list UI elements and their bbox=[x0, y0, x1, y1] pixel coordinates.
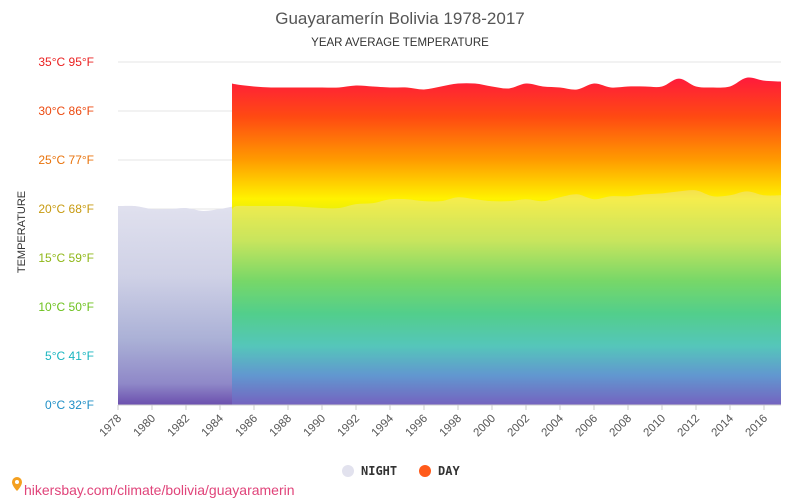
y-tick-label: 20°C 68°F bbox=[38, 202, 94, 216]
legend-night-label: NIGHT bbox=[361, 464, 397, 478]
x-axis: 1978 1980 1982 1984 1986 1988 1990 1992 1994 1996… bbox=[98, 404, 781, 440]
chart-title: Guayaramerín Bolivia 1978-2017 bbox=[275, 9, 524, 28]
y-tick-label: 10°C 50°F bbox=[38, 300, 94, 314]
y-axis-label: TEMPERATURE bbox=[16, 191, 28, 273]
y-tick-label: 15°C 59°F bbox=[38, 251, 94, 265]
legend-item-day[interactable]: DAY bbox=[419, 464, 460, 478]
footer-url[interactable]: hikersbay.com/climate/bolivia/guayaramer… bbox=[24, 482, 295, 498]
x-tick-label: 1982 bbox=[166, 413, 193, 440]
x-tick-label: 2014 bbox=[710, 412, 737, 439]
x-tick-label: 2000 bbox=[472, 413, 499, 440]
legend[interactable]: NIGHT DAY bbox=[342, 464, 460, 478]
legend-item-night[interactable]: NIGHT bbox=[342, 464, 397, 478]
x-tick-label: 1984 bbox=[200, 412, 227, 439]
x-tick-label: 2004 bbox=[540, 412, 567, 439]
y-axis: 0°C 32°F 5°C 41°F 10°C 50°F 15°C 59°F 20°C 6… bbox=[38, 55, 94, 412]
x-tick-label: 1980 bbox=[132, 413, 159, 440]
x-tick-label: 1996 bbox=[404, 413, 431, 440]
y-tick-label: 5°C 41°F bbox=[45, 349, 94, 363]
legend-day-marker bbox=[419, 465, 431, 477]
x-tick-label: 2006 bbox=[574, 413, 601, 440]
x-tick-label: 1978 bbox=[98, 413, 125, 440]
footer-link[interactable]: hikersbay.com/climate/bolivia/guayaramer… bbox=[12, 477, 295, 498]
chart-subtitle: YEAR AVERAGE TEMPERATURE bbox=[311, 37, 489, 49]
map-pin-icon bbox=[12, 477, 22, 491]
x-tick-label: 2002 bbox=[506, 413, 533, 440]
legend-day-label: DAY bbox=[438, 464, 460, 478]
y-tick-label: 25°C 77°F bbox=[38, 153, 94, 167]
y-tick-label: 0°C 32°F bbox=[45, 398, 94, 412]
x-tick-label: 1990 bbox=[302, 413, 329, 440]
plot-areas bbox=[118, 77, 781, 405]
series-day-area bbox=[232, 77, 781, 405]
x-tick-label: 1994 bbox=[370, 412, 397, 439]
x-tick-label: 1998 bbox=[438, 413, 465, 440]
y-tick-label: 30°C 86°F bbox=[38, 104, 94, 118]
x-tick-label: 2010 bbox=[642, 413, 669, 440]
x-tick-label: 1992 bbox=[336, 413, 363, 440]
x-tick-label: 1988 bbox=[268, 413, 295, 440]
legend-night-marker bbox=[342, 465, 354, 477]
x-tick-label: 2012 bbox=[676, 413, 703, 440]
x-tick-label: 2008 bbox=[608, 413, 635, 440]
y-tick-label: 35°C 95°F bbox=[38, 55, 94, 69]
x-tick-label: 2016 bbox=[744, 413, 771, 440]
series-night-overlay bbox=[232, 190, 781, 405]
x-tick-label: 1986 bbox=[234, 413, 261, 440]
